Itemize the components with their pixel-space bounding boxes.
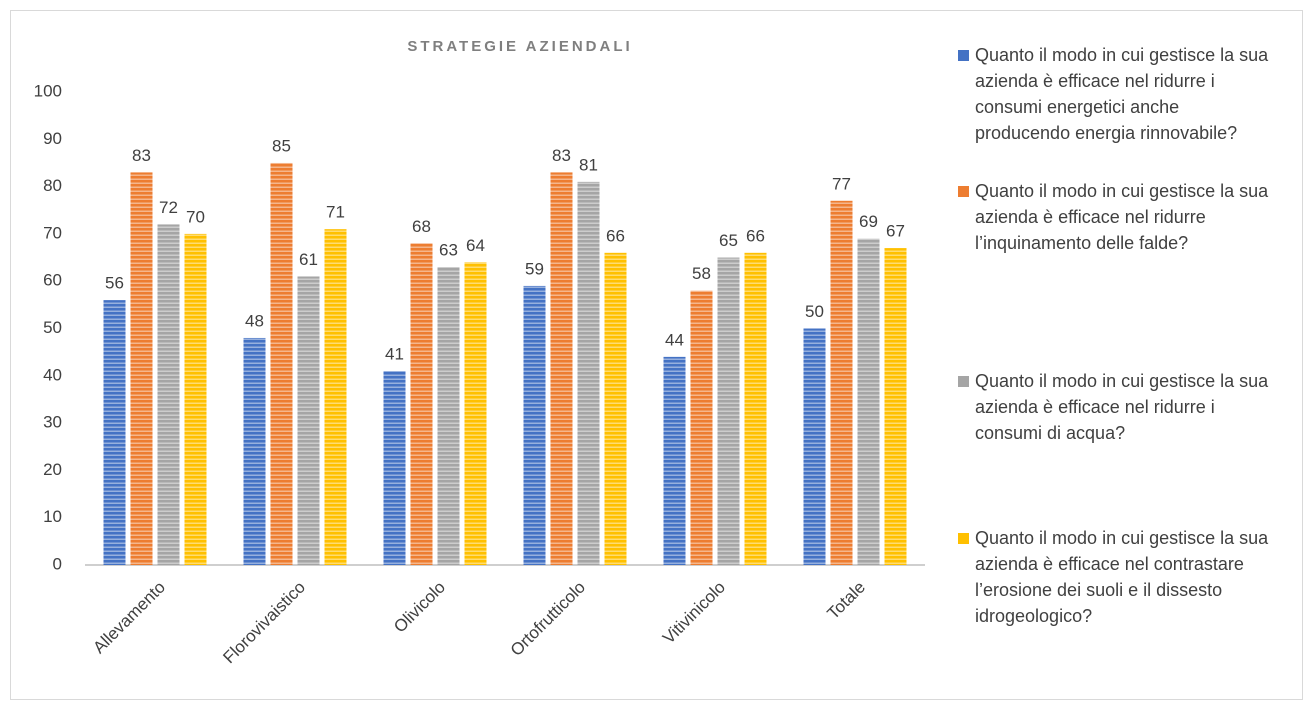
data-label: 72 xyxy=(159,198,178,217)
data-label: 71 xyxy=(326,203,345,222)
legend-swatch xyxy=(958,533,969,544)
legend-swatch xyxy=(958,186,969,197)
y-tick-label: 60 xyxy=(43,271,62,290)
bar xyxy=(857,238,880,565)
bar xyxy=(297,276,320,565)
bar xyxy=(464,262,487,565)
data-label: 66 xyxy=(746,226,765,245)
chart-border xyxy=(10,10,1303,700)
y-tick-label: 20 xyxy=(43,460,62,479)
bar xyxy=(270,162,293,565)
y-tick-label: 50 xyxy=(43,318,62,337)
bar xyxy=(717,257,740,565)
data-label: 64 xyxy=(466,236,485,255)
legend-entry: Quanto il modo in cui gestisce la sua az… xyxy=(958,368,1278,446)
data-label: 83 xyxy=(132,146,151,165)
data-label: 59 xyxy=(525,259,544,278)
bar xyxy=(157,224,180,565)
bar xyxy=(744,252,767,565)
legend-entry: Quanto il modo in cui gestisce la sua az… xyxy=(958,525,1278,629)
bar xyxy=(410,243,433,566)
bar xyxy=(324,229,347,566)
data-label: 56 xyxy=(105,274,124,293)
data-label: 70 xyxy=(186,207,205,226)
legend-entry: Quanto il modo in cui gestisce la sua az… xyxy=(958,42,1278,146)
y-tick-label: 80 xyxy=(43,176,62,195)
legend-swatch xyxy=(958,50,969,61)
y-tick-label: 100 xyxy=(34,81,62,100)
data-label: 44 xyxy=(665,330,684,349)
y-tick-label: 90 xyxy=(43,129,62,148)
bar xyxy=(523,285,546,565)
bar xyxy=(184,233,207,565)
bar xyxy=(130,172,153,565)
data-label: 61 xyxy=(299,250,318,269)
data-label: 83 xyxy=(552,146,571,165)
data-label: 68 xyxy=(412,217,431,236)
legend-label: Quanto il modo in cui gestisce la sua az… xyxy=(975,181,1269,253)
bar xyxy=(383,371,406,565)
legend-swatch xyxy=(958,376,969,387)
data-label: 81 xyxy=(579,155,598,174)
y-tick-label: 30 xyxy=(43,413,62,432)
bar xyxy=(663,356,686,565)
data-label: 65 xyxy=(719,231,738,250)
legend-entry: Quanto il modo in cui gestisce la sua az… xyxy=(958,178,1278,256)
y-tick-label: 70 xyxy=(43,223,62,242)
data-label: 77 xyxy=(832,174,851,193)
bar xyxy=(830,200,853,566)
chart-title: STRATEGIE AZIENDALI xyxy=(407,38,632,55)
bar xyxy=(690,290,713,565)
data-label: 67 xyxy=(886,222,905,241)
legend-label: Quanto il modo in cui gestisce la sua az… xyxy=(975,371,1269,443)
legend-label: Quanto il modo in cui gestisce la sua az… xyxy=(975,528,1269,626)
data-label: 85 xyxy=(272,136,291,155)
data-label: 48 xyxy=(245,311,264,330)
data-label: 41 xyxy=(385,345,404,364)
y-tick-label: 10 xyxy=(43,507,62,526)
data-label: 63 xyxy=(439,240,458,259)
bar xyxy=(550,172,573,565)
bar xyxy=(884,248,907,565)
y-tick-label: 0 xyxy=(53,554,62,573)
bar xyxy=(103,300,126,565)
data-label: 66 xyxy=(606,226,625,245)
bar xyxy=(577,181,600,565)
legend-label: Quanto il modo in cui gestisce la sua az… xyxy=(975,45,1269,143)
bar xyxy=(243,337,266,565)
bar xyxy=(437,267,460,565)
bar xyxy=(803,328,826,565)
y-tick-label: 40 xyxy=(43,365,62,384)
data-label: 50 xyxy=(805,302,824,321)
bar xyxy=(604,252,627,565)
data-label: 69 xyxy=(859,212,878,231)
data-label: 58 xyxy=(692,264,711,283)
